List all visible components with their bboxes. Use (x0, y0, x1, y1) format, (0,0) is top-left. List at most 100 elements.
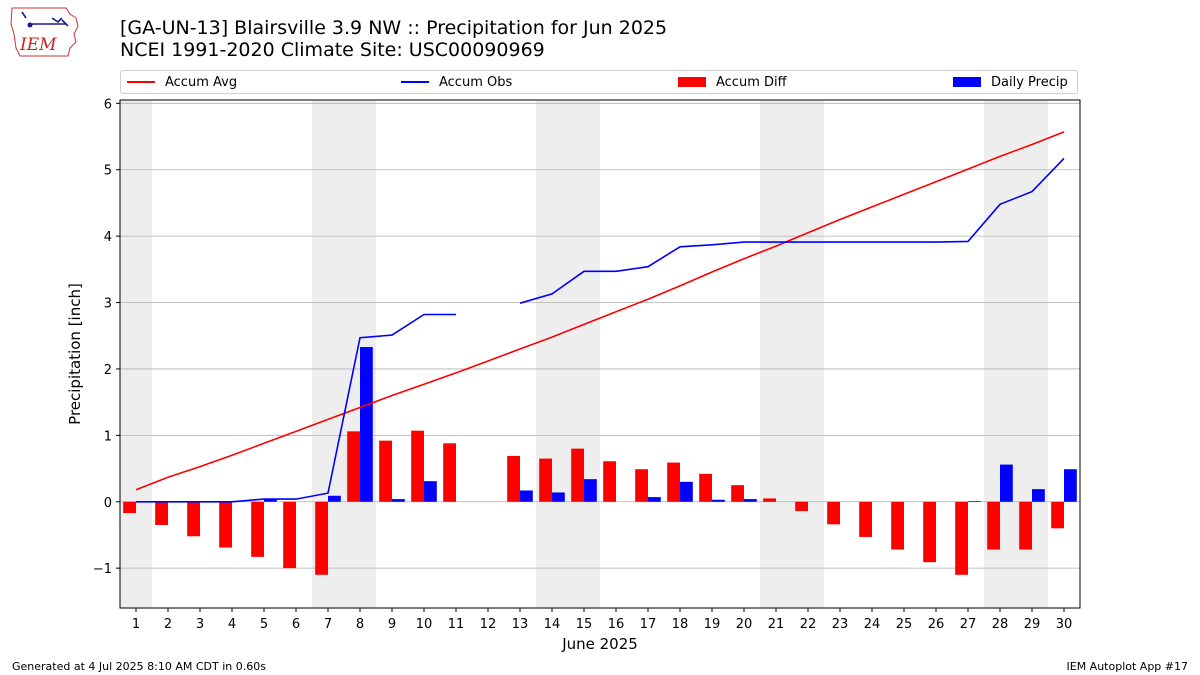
accum-diff-bar (1051, 501, 1064, 529)
accum-diff-bar (795, 501, 808, 512)
x-tick-label: 20 (736, 617, 753, 632)
chart-legend: Accum Avg Accum Obs Accum Diff Daily Pre… (120, 70, 1078, 94)
x-tick-label: 1 (132, 617, 140, 632)
x-tick-label: 5 (260, 617, 268, 632)
x-tick-label: 18 (672, 617, 689, 632)
iowa-outline-shape (10, 7, 79, 57)
x-tick-label: 11 (448, 617, 465, 632)
accum-diff-bar (955, 501, 968, 575)
legend-swatch-daily-precip (953, 77, 981, 87)
x-tick-label: 23 (832, 617, 849, 632)
footer-generated-text: Generated at 4 Jul 2025 8:10 AM CDT in 0… (12, 660, 266, 673)
weekend-band (792, 100, 824, 608)
daily-precip-bar (264, 499, 277, 502)
accum-diff-bar (251, 501, 264, 557)
x-tick-label: 13 (512, 617, 529, 632)
legend-swatch-accum-diff (678, 77, 706, 87)
legend-label-accum-diff: Accum Diff (716, 74, 787, 90)
chart-title: [GA-UN-13] Blairsville 3.9 NW :: Precipi… (120, 17, 668, 39)
x-tick-label: 25 (896, 617, 913, 632)
accum-diff-bar (763, 498, 776, 502)
x-tick-label: 28 (992, 617, 1009, 632)
weekend-band (536, 100, 568, 608)
x-tick-label: 14 (544, 617, 561, 632)
y-tick-label: 3 (104, 297, 112, 312)
x-tick-label: 24 (864, 617, 881, 632)
daily-precip-bar (328, 495, 341, 502)
accum-diff-bar (219, 501, 232, 548)
x-tick-label: 19 (704, 617, 721, 632)
y-tick-label: 0 (104, 496, 112, 511)
y-axis-label: Precipitation [inch] (66, 283, 84, 425)
accum-diff-bar (507, 455, 520, 502)
daily-precip-bar (744, 499, 757, 502)
accum-diff-bar (155, 501, 168, 525)
accum-diff-bar (187, 501, 200, 537)
daily-precip-bar (520, 490, 533, 502)
accum-diff-bar (603, 461, 616, 502)
weekend-band (568, 100, 600, 608)
x-tick-label: 12 (480, 617, 497, 632)
legend-label-accum-avg: Accum Avg (165, 74, 238, 90)
daily-precip-bar (392, 499, 405, 502)
x-tick-label: 17 (640, 617, 657, 632)
iem-logo-text: IEM (19, 35, 57, 55)
daily-precip-bar (680, 481, 693, 502)
x-tick-label: 8 (356, 617, 364, 632)
x-tick-label: 2 (164, 617, 172, 632)
legend-item-accum-diff: Accum Diff (678, 71, 787, 93)
x-tick-label: 3 (196, 617, 204, 632)
daily-precip-bar (712, 499, 725, 502)
x-tick-label: 4 (228, 617, 236, 632)
x-tick-label: 27 (960, 617, 977, 632)
y-tick-label: 4 (104, 230, 112, 245)
legend-label-accum-obs: Accum Obs (439, 74, 513, 90)
plot-frame (119, 99, 1081, 609)
accum-diff-bar (859, 501, 872, 537)
x-tick-label: 29 (1024, 617, 1041, 632)
accum-diff-bar (379, 440, 392, 502)
daily-precip-bar (360, 347, 373, 502)
accum-diff-bar (283, 501, 296, 569)
iem-logo: IEM (10, 7, 79, 57)
y-tick-label: 6 (104, 97, 112, 112)
daily-precip-bar (968, 501, 981, 502)
legend-item-accum-obs: Accum Obs (401, 71, 512, 93)
x-tick-label: 21 (768, 617, 785, 632)
y-tick-label: −1 (93, 562, 112, 577)
x-tick-label: 10 (416, 617, 433, 632)
accum-diff-bar (123, 501, 136, 514)
accum-diff-bar (731, 485, 744, 502)
chart-subtitle: NCEI 1991-2020 Climate Site: USC00090969 (120, 39, 545, 61)
x-tick-label: 26 (928, 617, 945, 632)
legend-swatch-accum-obs (401, 81, 429, 83)
x-tick-label: 6 (292, 617, 300, 632)
daily-precip-bar (424, 481, 437, 502)
x-tick-label: 7 (324, 617, 332, 632)
accum-diff-bar (347, 431, 360, 502)
x-tick-label: 9 (388, 617, 396, 632)
daily-precip-bar (1064, 469, 1077, 502)
y-tick-label: 2 (104, 363, 112, 378)
legend-item-daily-precip: Daily Precip (953, 71, 1068, 93)
legend-swatch-accum-avg (127, 81, 155, 83)
daily-precip-bar (648, 497, 661, 502)
accum-diff-bar (923, 501, 936, 563)
daily-precip-bar (552, 492, 565, 502)
accum-diff-bar (827, 501, 840, 525)
accum-diff-bar (987, 501, 1000, 550)
accum-diff-bar (443, 443, 456, 502)
x-tick-label: 16 (608, 617, 625, 632)
accum-diff-bar (539, 458, 552, 502)
y-tick-label: 5 (104, 164, 112, 179)
x-tick-label: 22 (800, 617, 817, 632)
x-tick-label: 15 (576, 617, 593, 632)
accum-diff-bar (1019, 501, 1032, 550)
legend-label-daily-precip: Daily Precip (991, 74, 1068, 90)
weekend-band (120, 100, 152, 608)
x-tick-label: 30 (1056, 617, 1073, 632)
accum-diff-bar (411, 430, 424, 502)
weather-symbols-shape (21, 11, 69, 27)
daily-precip-bar (1000, 464, 1013, 502)
